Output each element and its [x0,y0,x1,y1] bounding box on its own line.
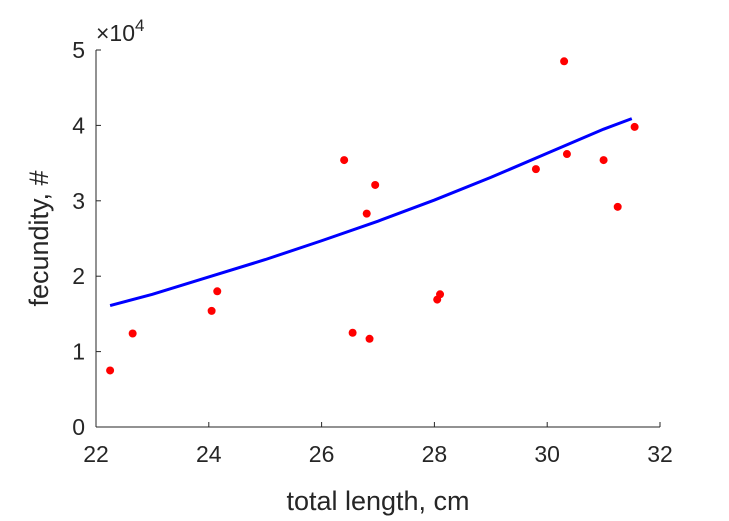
y-tick-label: 5 [72,37,85,63]
x-tick-label: 30 [534,441,560,467]
x-tick-label: 22 [83,441,109,467]
data-point [630,122,639,131]
data-point [613,202,622,211]
data-point [362,209,371,218]
x-tick-label: 26 [309,441,335,467]
data-point [560,57,569,66]
y-axis-label: fecundity, # [24,170,54,306]
y-axis-multiplier: ×104 [96,16,144,46]
x-axis-label: total length, cm [286,486,469,516]
data-point [531,165,540,174]
axes [95,50,660,428]
data-point [562,150,571,159]
ticks: 22 24 26 28 30 32 0 1 2 3 4 5 [72,37,673,467]
data-point [207,306,216,315]
data-point [340,156,349,165]
data-point [365,334,374,343]
data-point [348,328,357,337]
x-tick-label: 24 [196,441,222,467]
y-tick-label: 4 [72,112,85,138]
data-point [371,180,380,189]
fit-line [109,117,633,308]
data-series [106,57,639,375]
data-point [106,366,115,375]
y-tick-label: 0 [72,414,85,440]
y-tick-label: 3 [72,188,85,214]
data-point [213,287,222,296]
x-tick-label: 32 [647,441,673,467]
data-point [436,290,445,299]
data-point [128,329,137,338]
y-tick-label: 1 [72,339,85,365]
data-point [599,156,608,165]
y-tick-label: 2 [72,263,85,289]
x-tick-label: 28 [422,441,448,467]
